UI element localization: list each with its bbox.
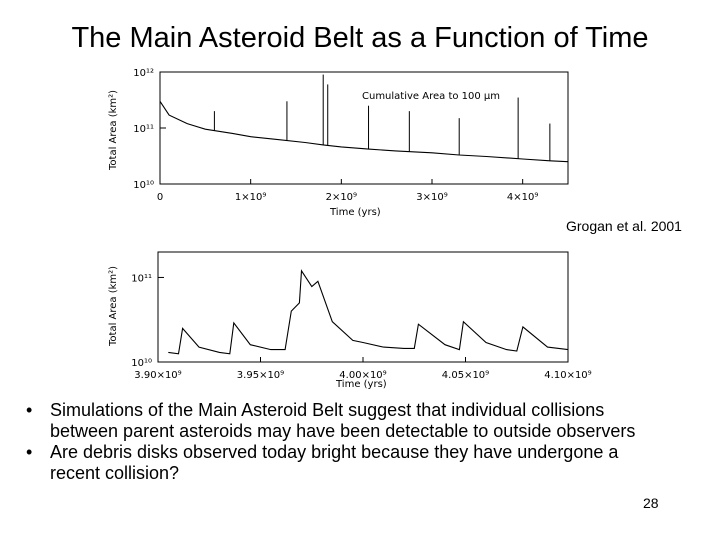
bullet-text: Simulations of the Main Asteroid Belt su… [50,400,636,441]
slide-title: The Main Asteroid Belt as a Function of … [71,22,649,54]
chart1-frame [159,71,569,185]
chart2-x-tick-label: 4.05×10⁹ [442,370,489,381]
chart2-ylabel: Total Area (km²) [108,266,119,347]
bullet-item: • Simulations of the Main Asteroid Belt s… [26,400,666,442]
bullet-dot: • [26,442,33,462]
chart1-y-ticks: 10¹⁰ 10¹¹ 10¹² [133,68,166,191]
bullet-list: • Simulations of the Main Asteroid Belt s… [26,400,666,484]
page-number: 28 [643,495,659,511]
bullet-text: Are debris disks observed today bright b… [50,442,619,483]
chart1-y-tick-label: 10¹² [133,68,154,79]
chart1-x-ticks: 0 1×10⁹ 2×10⁹ 3×10⁹ 4×10⁹ [157,179,538,203]
chart1-x-tick-label: 1×10⁹ [235,192,266,203]
chart2-series-line [168,269,569,355]
chart1-series [159,74,569,163]
bullet-item: • Are debris disks observed today bright … [26,442,666,484]
cumulative-area-chart: Cumulative Area to 100 μm Total Area (km… [108,68,569,218]
citation-credit: Grogan et al. 2001 [566,218,682,234]
chart2-x-tick-label: 3.95×10⁹ [237,370,284,381]
chart2-y-ticks: 10¹⁰ 10¹¹ [131,273,164,369]
chart2-x-ticks: 3.90×10⁹ 3.95×10⁹ 4.00×10⁹ 4.05×10⁹ 4.10×10⁹ [134,357,592,381]
chart1-xlabel: Time (yrs) [329,207,381,218]
chart1-annotation: Cumulative Area to 100 μm [362,91,500,102]
chart1-y-tick-label: 10¹¹ [133,124,154,135]
chart1-x-tick-label: 3×10⁹ [416,192,447,203]
chart2-xlabel: Time (yrs) [335,379,387,390]
chart2-x-tick-label: 4.00×10⁹ [339,370,386,381]
chart2-x-tick-label: 3.90×10⁹ [134,370,181,381]
chart2-series [168,269,569,355]
chart2-x-tick-label: 4.10×10⁹ [544,370,591,381]
chart1-y-tick-label: 10¹⁰ [133,180,154,191]
chart2-y-tick-label: 10¹⁰ [131,358,152,369]
chart1-x-tick-label: 2×10⁹ [326,192,357,203]
chart1-x-tick-label: 0 [157,192,163,203]
zoomed-area-chart: Total Area (km²) Time (yrs) 3.90×10⁹ 3.95… [108,251,592,390]
chart1-ylabel: Total Area (km²) [108,90,119,171]
chart2-y-tick-label: 10¹¹ [131,273,152,284]
chart1-x-tick-label: 4×10⁹ [507,192,538,203]
chart1-series-line [159,100,569,163]
chart2-frame [157,251,569,363]
bullet-dot: • [26,400,33,420]
